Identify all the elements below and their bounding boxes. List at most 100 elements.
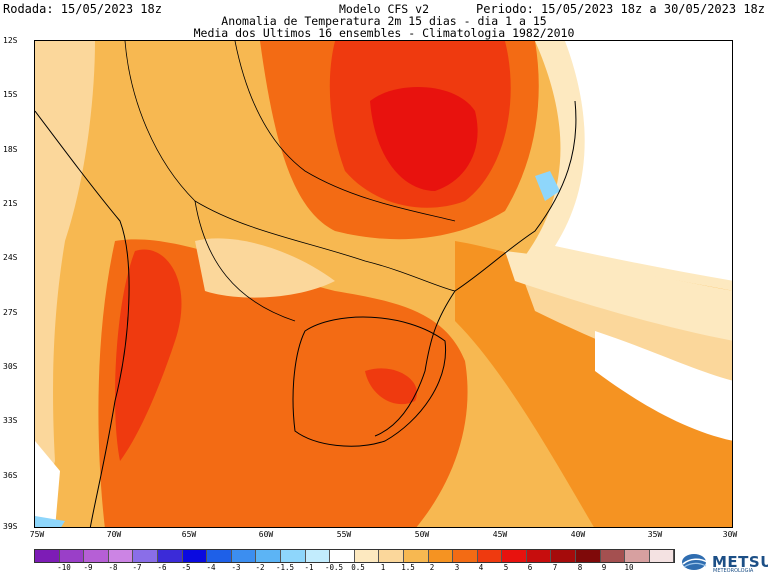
border-line-3 (194, 200, 296, 322)
lon-label: 50W (414, 530, 430, 539)
colorbar-label: 1 (380, 563, 386, 572)
colorbar-label: -7 (132, 563, 142, 572)
colorbar-swatch (330, 550, 355, 562)
colorbar-swatch (428, 550, 454, 562)
coastline-pacific (35, 110, 130, 527)
border-line-1 (124, 41, 456, 292)
colorbar-label: -4 (206, 563, 216, 572)
colorbar-swatch (182, 550, 208, 562)
colorbar-label: 10 (624, 563, 634, 572)
lon-label: 30W (722, 530, 738, 539)
anomaly-field-south (98, 239, 468, 527)
colorbar-label: 5 (503, 563, 509, 572)
colorbar-swatch (305, 550, 331, 562)
lat-label: 27S (3, 308, 18, 317)
map-subtitle-2: Media dos Ultimos 16 ensembles - Climato… (193, 26, 575, 40)
anomaly-field-neutral (555, 41, 732, 281)
colorbar-swatch (108, 550, 134, 562)
anomaly-field-andes (115, 249, 182, 461)
lon-label: 40W (570, 530, 586, 539)
anomaly-field-ocean-pale (505, 251, 732, 341)
border-line-2 (234, 41, 456, 222)
lat-label: 18S (3, 145, 18, 154)
colorbar (34, 549, 676, 563)
colorbar-swatch (354, 550, 380, 562)
anomaly-field-rs (365, 368, 417, 405)
colorbar-swatch (600, 550, 626, 562)
colorbar-label: -5 (181, 563, 191, 572)
lon-label: 65W (181, 530, 197, 539)
colorbar-swatch (231, 550, 257, 562)
colorbar-swatch (256, 550, 281, 562)
colorbar-label: 9 (601, 563, 607, 572)
colorbar-swatch (526, 550, 552, 562)
lat-label: 21S (3, 199, 18, 208)
colorbar-label: -10 (57, 563, 71, 572)
colorbar-label: -1.5 (275, 563, 295, 572)
lat-label: 39S (3, 522, 18, 531)
metsul-globe-icon (682, 554, 708, 570)
run-label: Rodada: 15/05/2023 18z (3, 2, 162, 16)
colorbar-swatch (625, 550, 650, 562)
lat-label: 15S (3, 90, 18, 99)
logo-text: METSUL (712, 553, 768, 571)
colorbar-label: -6 (157, 563, 167, 572)
map-subtitle: Anomalia de Temperatura 2m 15 dias - dia… (221, 14, 547, 28)
anomaly-map (34, 40, 733, 528)
colorbar-label: 1.5 (401, 563, 415, 572)
colorbar-label: 8 (577, 563, 583, 572)
lat-label: 12S (3, 36, 18, 45)
colorbar-label: -8 (108, 563, 118, 572)
lon-label: 75W (29, 530, 45, 539)
colorbar-label: -2 (255, 563, 265, 572)
anomaly-field-cold-patch-east (535, 171, 560, 201)
colorbar-label: -3 (231, 563, 241, 572)
colorbar-label: -1 (304, 563, 314, 572)
anomaly-field-cold-patch (35, 516, 65, 527)
colorbar-label: 3 (454, 563, 460, 572)
border-rio-grande (292, 316, 447, 447)
colorbar-swatch (379, 550, 404, 562)
model-title: Modelo CFS v2 (338, 2, 429, 16)
anomaly-field-neutral-south (595, 331, 732, 441)
anomaly-field-chaco (195, 238, 335, 298)
colorbar-swatch (59, 550, 85, 562)
anomaly-field-core-max (370, 87, 478, 191)
lat-label: 24S (3, 253, 18, 262)
lat-label: 30S (3, 362, 18, 371)
colorbar-label: 7 (552, 563, 558, 572)
anomaly-field-pacific (35, 41, 95, 527)
lon-label: 60W (258, 530, 274, 539)
colorbar-swatch (576, 550, 601, 562)
lat-label: 33S (3, 416, 18, 425)
lon-label: 35W (647, 530, 663, 539)
map-canvas (35, 41, 732, 527)
lat-label: 36S (3, 471, 18, 480)
coastline-atlantic (374, 100, 577, 437)
colorbar-swatch (551, 550, 577, 562)
logo-subtext: METEOROLOGIA (713, 568, 754, 574)
anomaly-field-pacific-south (35, 441, 60, 527)
colorbar-label: 6 (527, 563, 533, 572)
lon-label: 70W (106, 530, 122, 539)
colorbar-label: -9 (83, 563, 93, 572)
colorbar-swatch (157, 550, 183, 562)
metsul-logo: METSUL (680, 552, 768, 572)
colorbar-label: -0.5 (324, 563, 344, 572)
colorbar-swatch (84, 550, 109, 562)
colorbar-swatch (502, 550, 527, 562)
colorbar-label: 4 (478, 563, 484, 572)
colorbar-swatch (649, 550, 675, 562)
colorbar-swatch (133, 550, 158, 562)
colorbar-labels: -10 -9 -8 -7 -6 -5 -4 -3 -2 -1.5 -1 -0.5… (34, 563, 634, 573)
colorbar-swatch (207, 550, 232, 562)
lon-label: 55W (336, 530, 352, 539)
colorbar-swatch (35, 550, 60, 562)
colorbar-swatch (280, 550, 306, 562)
colorbar-swatch (403, 550, 429, 562)
colorbar-label: 0.5 (351, 563, 365, 572)
colorbar-swatch (453, 550, 478, 562)
colorbar-swatch (477, 550, 503, 562)
period-label: Periodo: 15/05/2023 18z a 30/05/2023 18z (476, 2, 765, 16)
lon-label: 45W (492, 530, 508, 539)
